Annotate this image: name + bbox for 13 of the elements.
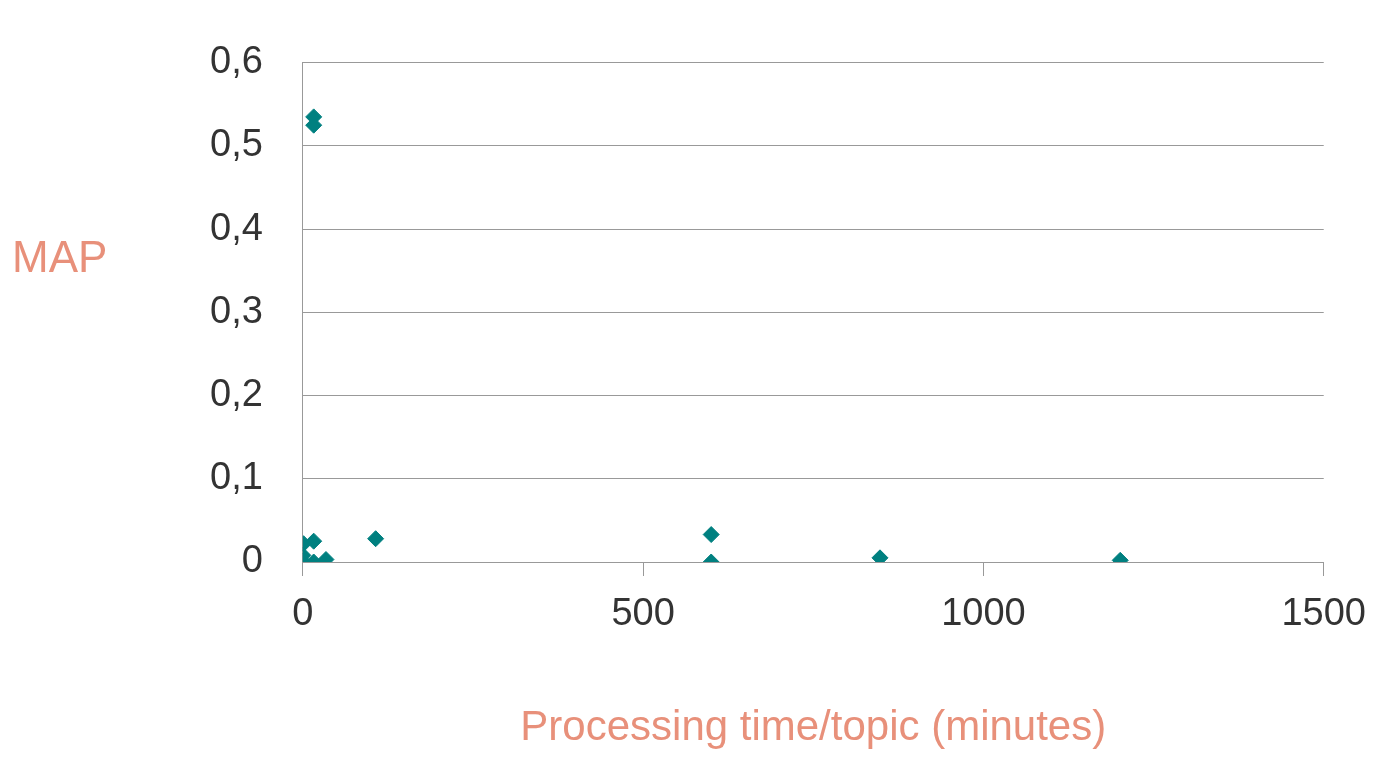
y-tick-label: 0,4 xyxy=(210,205,263,248)
y-tick-label: 0,5 xyxy=(210,122,263,165)
y-tick-label: 0,3 xyxy=(210,288,263,331)
y-tick-label: 0,6 xyxy=(210,39,263,82)
y-axis-title: MAP xyxy=(12,232,108,282)
x-tick-label: 1500 xyxy=(1281,591,1367,634)
x-tick-label: 500 xyxy=(611,591,675,634)
y-tick-label: 0,1 xyxy=(210,455,263,498)
x-tick-label: 0 xyxy=(292,591,314,634)
y-tick-label: 0 xyxy=(241,538,263,581)
x-axis-title: Processing time/topic (minutes) xyxy=(520,702,1107,750)
x-tick-label: 1000 xyxy=(941,591,1026,634)
y-tick-label: 0,2 xyxy=(210,372,263,415)
